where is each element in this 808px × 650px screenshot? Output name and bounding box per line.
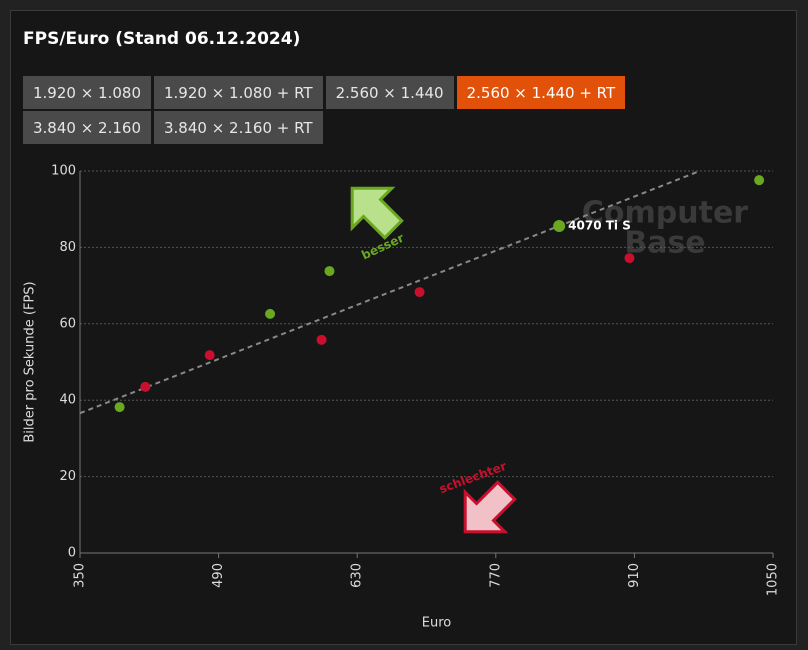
resolution-tab[interactable]: 2.560 × 1.440 bbox=[325, 76, 454, 109]
x-axis-title: Euro bbox=[422, 616, 452, 631]
better-arrow bbox=[350, 186, 404, 240]
resolution-tab[interactable]: 1.920 × 1.080 + RT bbox=[154, 76, 323, 109]
data-point bbox=[316, 334, 327, 345]
data-point bbox=[114, 402, 125, 413]
data-point bbox=[414, 287, 425, 298]
data-point bbox=[140, 381, 151, 392]
tab-bar: 1.920 × 1.080 1.920 × 1.080 + RT 2.560 × 1… bbox=[23, 76, 723, 144]
resolution-tab[interactable]: 3.840 × 2.160 bbox=[23, 111, 151, 144]
watermark: Computer bbox=[582, 196, 748, 231]
worse-arrow bbox=[463, 480, 517, 534]
resolution-tab[interactable]: 1.920 × 1.080 bbox=[23, 76, 151, 109]
data-point bbox=[553, 220, 566, 233]
trend-line bbox=[79, 170, 701, 415]
arrow-shape bbox=[350, 186, 404, 240]
y-tick-label: 0 bbox=[68, 546, 76, 561]
x-tick-label: 770 bbox=[488, 563, 503, 588]
resolution-tab[interactable]: 2.560 × 1.440 + RT bbox=[456, 76, 626, 109]
chart-frame: FPS/Euro (Stand 06.12.2024) 1.920 × 1.08… bbox=[10, 10, 797, 645]
y-tick-label: 60 bbox=[59, 316, 76, 331]
y-axis-title: Bilder pro Sekunde (FPS) bbox=[23, 281, 38, 442]
data-point bbox=[624, 253, 635, 264]
x-tick-label: 630 bbox=[350, 563, 365, 588]
data-point bbox=[265, 308, 276, 319]
chart-title: FPS/Euro (Stand 06.12.2024) bbox=[23, 29, 301, 49]
resolution-tab[interactable]: 3.840 × 2.160 + RT bbox=[154, 111, 323, 144]
y-tick-label: 40 bbox=[59, 393, 76, 408]
arrow-shape bbox=[463, 480, 517, 534]
x-tick-label: 490 bbox=[211, 563, 226, 588]
data-point bbox=[754, 175, 765, 186]
data-point bbox=[204, 350, 215, 361]
x-tick-label: 910 bbox=[627, 563, 642, 588]
y-tick-label: 100 bbox=[51, 164, 76, 179]
y-tick-label: 20 bbox=[59, 469, 76, 484]
watermark: Base bbox=[624, 226, 705, 261]
point-label: 4070 Ti S bbox=[568, 219, 631, 233]
data-point bbox=[324, 266, 335, 277]
x-tick-label: 350 bbox=[73, 563, 88, 588]
y-tick-label: 80 bbox=[59, 240, 76, 255]
x-tick-label: 1050 bbox=[766, 563, 781, 596]
